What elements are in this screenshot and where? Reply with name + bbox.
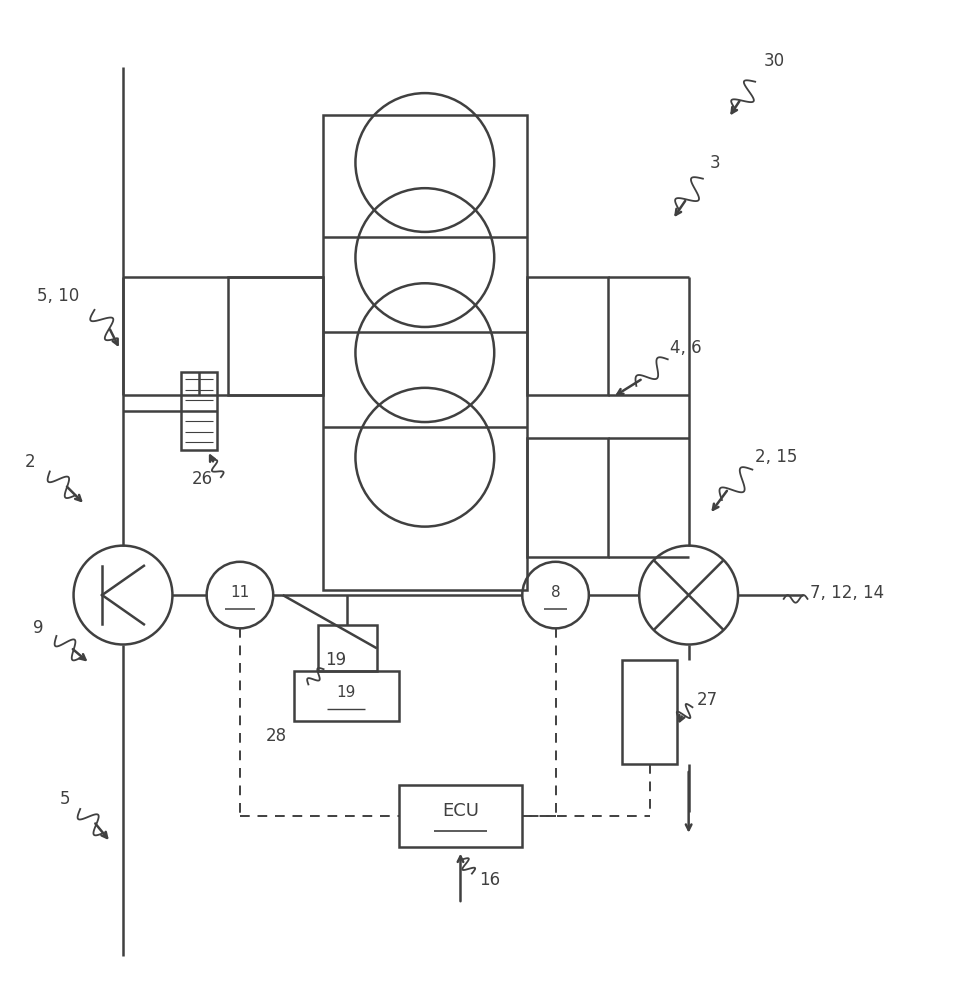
- Text: 28: 28: [266, 727, 287, 745]
- Text: 27: 27: [696, 691, 717, 709]
- Text: 16: 16: [480, 871, 501, 889]
- Text: 2: 2: [25, 453, 35, 471]
- Text: 7, 12, 14: 7, 12, 14: [810, 584, 884, 602]
- Text: 30: 30: [763, 52, 784, 70]
- Bar: [294, 671, 399, 721]
- Text: 19: 19: [325, 651, 346, 669]
- Bar: [527, 438, 608, 557]
- Text: 9: 9: [33, 619, 43, 637]
- Bar: [227, 277, 322, 395]
- Text: 2, 15: 2, 15: [755, 448, 798, 466]
- Text: 11: 11: [230, 585, 249, 600]
- Bar: [622, 660, 677, 764]
- Text: 3: 3: [710, 154, 720, 172]
- Text: 26: 26: [192, 470, 213, 488]
- Text: 8: 8: [550, 585, 560, 600]
- Text: ECU: ECU: [442, 802, 479, 820]
- Text: 5: 5: [59, 790, 70, 808]
- Text: 4, 6: 4, 6: [669, 339, 701, 357]
- Text: 5, 10: 5, 10: [37, 287, 80, 305]
- Bar: [181, 372, 217, 450]
- Text: 19: 19: [337, 685, 356, 700]
- Bar: [527, 277, 608, 395]
- Bar: [322, 115, 527, 590]
- Bar: [399, 785, 523, 847]
- Bar: [317, 625, 377, 671]
